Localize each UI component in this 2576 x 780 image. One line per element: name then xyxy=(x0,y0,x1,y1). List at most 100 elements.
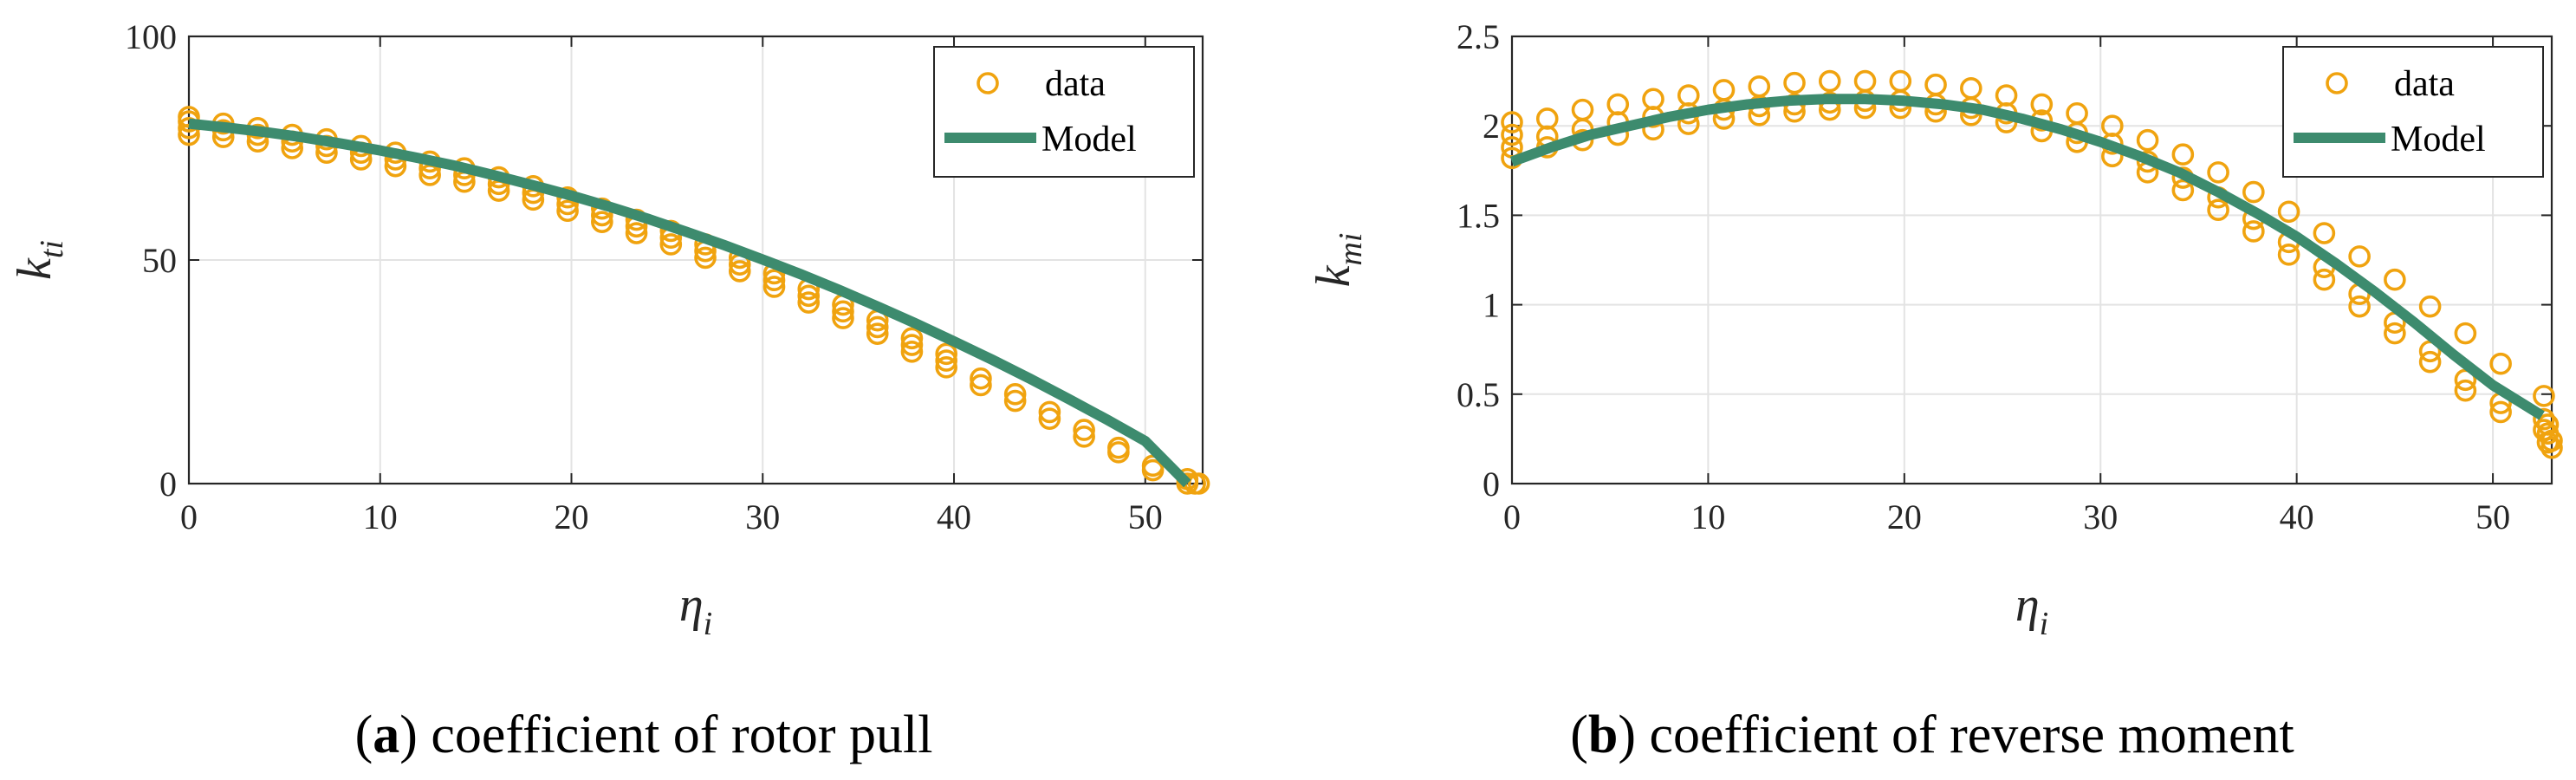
chart-b-data-point xyxy=(2066,101,2088,125)
chart-b-ytick-label: 1.5 xyxy=(1457,196,1500,235)
chart-a-legend-data-label: data xyxy=(1045,64,1106,104)
chart-b-xtick-label: 30 xyxy=(2083,497,2118,536)
chart-b-ytick-label: 1 xyxy=(1483,286,1500,325)
chart-b-axes-box xyxy=(1510,35,2553,485)
chart-a-legend: data Model xyxy=(933,46,1195,178)
chart-a-data-point xyxy=(970,367,992,390)
chart-b-data-point xyxy=(1889,69,1912,93)
chart-b-xtick-label: 0 xyxy=(1503,497,1521,536)
chart-b-data-point xyxy=(2313,268,2336,291)
chart-b-xtick-label: 50 xyxy=(2475,497,2510,536)
chart-b-legend: data Model xyxy=(2282,46,2544,178)
chart-a-ytick-label: 100 xyxy=(125,17,177,56)
chart-b-data-point xyxy=(2533,407,2555,431)
chart-a-data-point xyxy=(762,269,786,292)
chart-b-data-point xyxy=(2277,200,2300,224)
chart-a-ytick-label: 0 xyxy=(159,465,177,504)
caption-b: (b) coefficient of reverse moment xyxy=(1570,705,2294,764)
chart-b-data-point xyxy=(1712,79,1736,101)
chart-b-data-point xyxy=(1853,69,1877,93)
chart-a-data-point xyxy=(1073,426,1095,448)
chart-a-data-point xyxy=(935,342,957,366)
chart-a-data-point xyxy=(935,356,957,379)
chart-b-xtick-label: 40 xyxy=(2280,497,2314,536)
chart-b-ytick-label: 0 xyxy=(1483,465,1500,504)
chart-a-ylabel: kti xyxy=(8,240,70,280)
chart-b-ytick-label: 0.5 xyxy=(1457,375,1500,414)
chart-a-data-point xyxy=(591,211,613,233)
chart-a-xlabel: ηi xyxy=(679,578,712,642)
chart-b-data-point xyxy=(2207,161,2229,184)
caption-a-text: coefficient of rotor pull xyxy=(431,705,932,764)
caption-a: (a) coefficient of rotor pull xyxy=(355,705,933,764)
chart-b-data-point xyxy=(1606,93,1630,116)
chart-a-legend-model-label: Model xyxy=(1041,120,1137,159)
chart-a-data-point xyxy=(970,374,992,397)
chart-a-data-point xyxy=(866,315,889,339)
chart-b-data-point xyxy=(1924,73,1947,96)
chart-b-data-point xyxy=(2418,350,2442,374)
chart-b-data-point xyxy=(2030,93,2054,116)
chart-a-data-point xyxy=(1038,407,1061,430)
chart-b-ticks: 0 10 20 30 40 50 0 0.5 1 1.5 2 2.5 xyxy=(1457,17,2552,536)
chart-b-data-point xyxy=(1535,107,1559,130)
chart-a-data-point xyxy=(1187,472,1210,495)
chart-a-data-point xyxy=(797,291,821,314)
chart-b-legend-data-label: data xyxy=(2394,64,2455,104)
chart-b-data-point xyxy=(1642,88,1664,111)
chart-a-data-point xyxy=(625,222,648,244)
chart-b-data-point xyxy=(2207,198,2229,222)
chart-a-xtick-label: 20 xyxy=(555,497,589,536)
chart-a-svg: 0 10 20 30 40 50 0 50 100 data Model ηi kti (a) co… xyxy=(8,17,1210,764)
chart-a-data-point xyxy=(1038,400,1061,424)
caption-a-letter: a xyxy=(373,705,399,764)
chart-b-data-point xyxy=(1677,84,1700,107)
chart-b-xtick-label: 20 xyxy=(1887,497,1922,536)
chart-a-data-point xyxy=(900,340,924,363)
chart-a-data-point xyxy=(1073,419,1095,441)
chart-a-data-point xyxy=(1003,382,1027,406)
chart-b-data-point xyxy=(1995,84,2018,107)
chart-b-data-point xyxy=(1783,71,1806,94)
chart-b-data-point xyxy=(2418,295,2442,318)
chart-b-data-point xyxy=(2384,268,2406,291)
chart-a-data-point xyxy=(866,322,889,345)
chart-b-data-point xyxy=(1501,111,1523,133)
chart-b-data-point xyxy=(2489,400,2512,424)
chart-a-data-series xyxy=(178,106,1210,495)
chart-b-data-point xyxy=(2454,379,2477,402)
chart-a-data-point xyxy=(900,334,924,356)
chart-a-data-point xyxy=(694,246,717,270)
chart-b-data-point xyxy=(2171,143,2195,166)
chart-b-model-line xyxy=(1509,94,2545,420)
chart-b-legend-box xyxy=(2282,46,2544,178)
chart-b-ytick-label: 2.5 xyxy=(1457,17,1500,56)
chart-b-xlabel: ηi xyxy=(2015,578,2048,642)
chart-b-data-point xyxy=(1501,123,1523,146)
chart-b-data-point xyxy=(2489,352,2512,375)
chart-a-ytick-label: 50 xyxy=(142,241,177,280)
figure-panel-a: 0 10 20 30 40 50 0 50 100 data Model ηi kti (a) co… xyxy=(8,17,1210,764)
chart-b-data-point xyxy=(2171,179,2195,202)
chart-a-xtick-label: 10 xyxy=(363,497,398,536)
chart-b-data-point xyxy=(2384,322,2406,345)
chart-b-axis-labels: ηi kmi xyxy=(1307,233,2048,642)
chart-b-data-point xyxy=(1960,77,1982,100)
chart-a-model-line xyxy=(188,118,1191,488)
chart-b-xtick-label: 10 xyxy=(1690,497,1725,536)
chart-a-data-point xyxy=(900,327,924,350)
chart-a-axis-labels: ηi kti xyxy=(8,240,712,642)
chart-b-data-point xyxy=(1818,69,1841,93)
chart-b-data-point xyxy=(2242,180,2265,204)
chart-a-data-point xyxy=(728,260,751,283)
chart-b-data-point xyxy=(2277,244,2300,266)
chart-b-data-point xyxy=(2242,220,2265,243)
chart-b-data-point xyxy=(1748,75,1771,98)
chart-a-xtick-label: 30 xyxy=(745,497,780,536)
chart-a-data-point xyxy=(1003,389,1027,413)
chart-a-data-point xyxy=(832,307,854,329)
chart-a-model-series xyxy=(188,118,1191,488)
chart-b-legend-model-label: Model xyxy=(2391,120,2486,159)
chart-b-data-point xyxy=(2313,222,2336,244)
